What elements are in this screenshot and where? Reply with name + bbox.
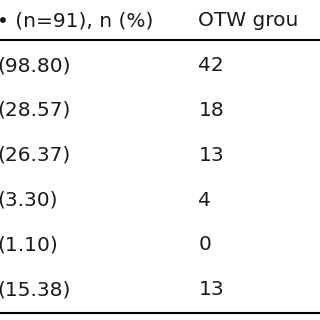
Text: 42: 42 [198,56,224,75]
Text: (3.30): (3.30) [0,190,57,210]
Text: (98.80): (98.80) [0,56,70,75]
Text: • (n=91), n (%): • (n=91), n (%) [0,11,153,30]
Text: (28.57): (28.57) [0,101,70,120]
Text: (15.38): (15.38) [0,280,70,299]
Text: 13: 13 [198,146,224,165]
Text: OTW grou: OTW grou [198,11,299,30]
Text: 13: 13 [198,280,224,299]
Text: (1.10): (1.10) [0,235,58,254]
Text: 18: 18 [198,101,224,120]
Text: (26.37): (26.37) [0,146,70,165]
Text: 4: 4 [198,190,211,210]
Text: 0: 0 [198,235,211,254]
